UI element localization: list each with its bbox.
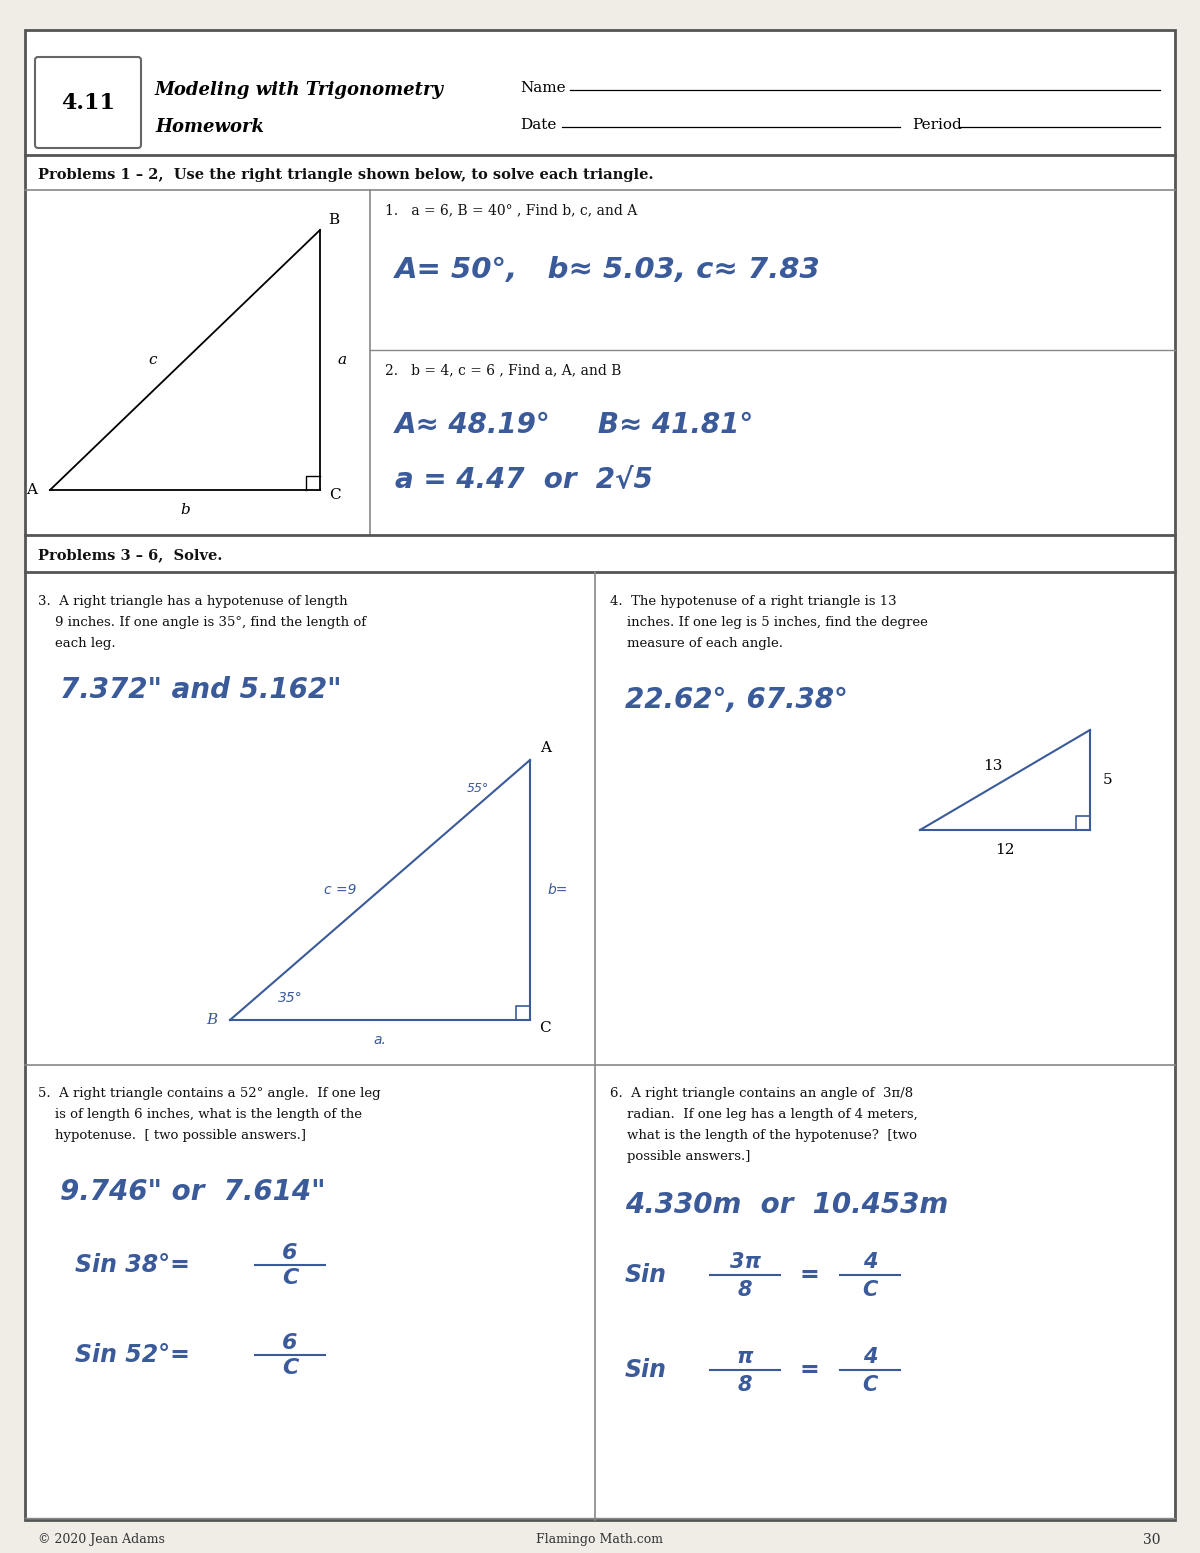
Text: © 2020 Jean Adams: © 2020 Jean Adams: [38, 1533, 164, 1547]
Text: measure of each angle.: measure of each angle.: [610, 637, 784, 651]
Text: Flamingo Math.com: Flamingo Math.com: [536, 1533, 664, 1547]
Text: 9 inches. If one angle is 35°, find the length of: 9 inches. If one angle is 35°, find the …: [38, 617, 366, 629]
Text: Sin 38°=: Sin 38°=: [74, 1253, 190, 1277]
Text: 4.11: 4.11: [61, 92, 115, 113]
Text: Sin: Sin: [625, 1357, 667, 1382]
Text: =: =: [800, 1357, 820, 1382]
Text: Sin: Sin: [625, 1263, 667, 1287]
Text: C: C: [282, 1357, 298, 1378]
Text: A: A: [26, 483, 37, 497]
Text: 9.746" or  7.614": 9.746" or 7.614": [60, 1179, 325, 1207]
Text: b: b: [180, 503, 190, 517]
FancyBboxPatch shape: [35, 57, 142, 148]
Text: C: C: [329, 488, 341, 502]
Text: c =9: c =9: [324, 884, 356, 898]
Text: B: B: [206, 1013, 217, 1027]
Text: π: π: [737, 1346, 754, 1367]
Text: 4: 4: [863, 1252, 877, 1272]
Text: radian.  If one leg has a length of 4 meters,: radian. If one leg has a length of 4 met…: [610, 1107, 918, 1121]
Text: Modeling with Trigonometry: Modeling with Trigonometry: [155, 81, 444, 99]
Text: a.: a.: [373, 1033, 386, 1047]
Text: 8: 8: [738, 1280, 752, 1300]
Text: 2.   b = 4, c = 6 , Find a, A, and B: 2. b = 4, c = 6 , Find a, A, and B: [385, 363, 622, 377]
Text: a: a: [337, 353, 347, 367]
Text: 30: 30: [1142, 1533, 1160, 1547]
Text: C: C: [863, 1280, 877, 1300]
Text: C: C: [539, 1020, 551, 1034]
Text: each leg.: each leg.: [38, 637, 115, 651]
Text: A= 50°,   b≈ 5.03, c≈ 7.83: A= 50°, b≈ 5.03, c≈ 7.83: [395, 256, 821, 284]
Text: c: c: [149, 353, 157, 367]
Text: C: C: [282, 1267, 298, 1287]
Text: A≈ 48.19°     B≈ 41.81°: A≈ 48.19° B≈ 41.81°: [395, 412, 755, 439]
Text: A: A: [540, 741, 552, 755]
Text: 5: 5: [1103, 773, 1112, 787]
Text: C: C: [863, 1374, 877, 1395]
Text: 55°: 55°: [467, 781, 490, 795]
Text: 6.  A right triangle contains an angle of  3π/8: 6. A right triangle contains an angle of…: [610, 1087, 913, 1100]
Text: is of length 6 inches, what is the length of the: is of length 6 inches, what is the lengt…: [38, 1107, 362, 1121]
Text: 1.   a = 6, B = 40° , Find b, c, and A: 1. a = 6, B = 40° , Find b, c, and A: [385, 203, 637, 217]
Text: 35°: 35°: [277, 991, 302, 1005]
Text: Sin 52°=: Sin 52°=: [74, 1343, 190, 1367]
Text: 7.372" and 5.162": 7.372" and 5.162": [60, 676, 342, 704]
Text: Name: Name: [520, 81, 565, 95]
Text: 13: 13: [983, 759, 1003, 773]
Text: =: =: [800, 1263, 820, 1287]
Text: 4.  The hypotenuse of a right triangle is 13: 4. The hypotenuse of a right triangle is…: [610, 595, 896, 609]
Text: 22.62°, 67.38°: 22.62°, 67.38°: [625, 686, 848, 714]
Text: a = 4.47  or  2√5: a = 4.47 or 2√5: [395, 466, 653, 494]
Text: hypotenuse.  [ two possible answers.]: hypotenuse. [ two possible answers.]: [38, 1129, 306, 1141]
Text: 8: 8: [738, 1374, 752, 1395]
Text: 5.  A right triangle contains a 52° angle.  If one leg: 5. A right triangle contains a 52° angle…: [38, 1087, 380, 1100]
Text: possible answers.]: possible answers.]: [610, 1151, 750, 1163]
Text: 4.330m  or  10.453m: 4.330m or 10.453m: [625, 1191, 948, 1219]
Text: Homework: Homework: [155, 118, 264, 137]
Text: Problems 3 – 6,  Solve.: Problems 3 – 6, Solve.: [38, 548, 222, 562]
Text: b=: b=: [548, 884, 568, 898]
Text: Period: Period: [912, 118, 961, 132]
Text: inches. If one leg is 5 inches, find the degree: inches. If one leg is 5 inches, find the…: [610, 617, 928, 629]
Text: 3.  A right triangle has a hypotenuse of length: 3. A right triangle has a hypotenuse of …: [38, 595, 348, 609]
Text: 12: 12: [995, 843, 1015, 857]
Text: Date: Date: [520, 118, 557, 132]
Text: what is the length of the hypotenuse?  [two: what is the length of the hypotenuse? [t…: [610, 1129, 917, 1141]
Text: 6: 6: [282, 1242, 298, 1263]
Text: Problems 1 – 2,  Use the right triangle shown below, to solve each triangle.: Problems 1 – 2, Use the right triangle s…: [38, 168, 654, 182]
Text: 6: 6: [282, 1332, 298, 1353]
Text: B: B: [329, 213, 340, 227]
Text: 3π: 3π: [730, 1252, 761, 1272]
Text: 4: 4: [863, 1346, 877, 1367]
